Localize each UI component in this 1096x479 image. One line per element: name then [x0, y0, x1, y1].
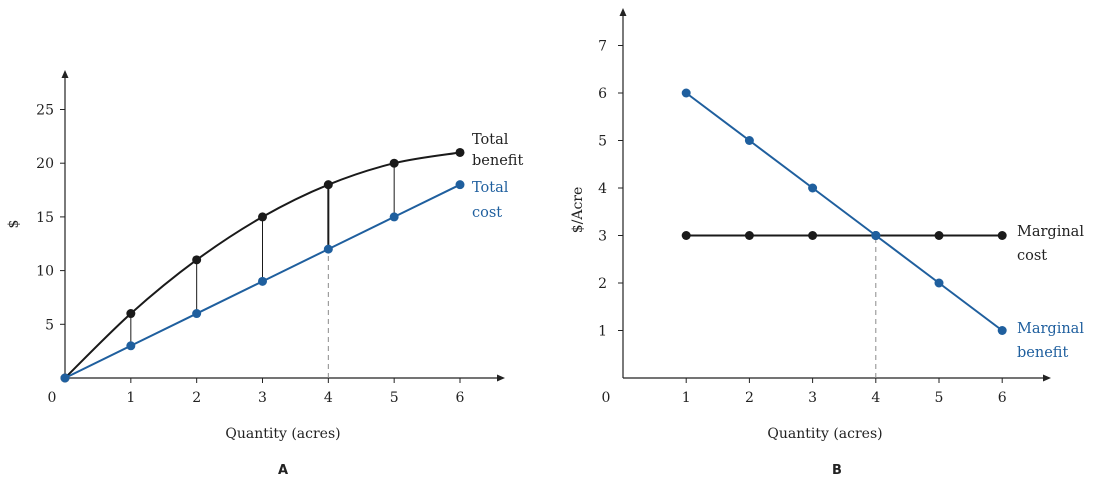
y-tick-label: 10: [36, 264, 54, 280]
data-point: [258, 212, 267, 222]
y-tick-label: 15: [36, 210, 54, 226]
x-axis-arrow: [497, 374, 505, 382]
y-tick-label: 4: [598, 181, 607, 197]
data-point: [934, 231, 944, 240]
data-point: [455, 180, 465, 190]
x-tick-label: 2: [192, 390, 201, 406]
series-label: cost: [472, 205, 502, 221]
y-axis-title: $/Acre: [570, 187, 586, 234]
data-point: [323, 244, 333, 254]
x-tick-label: 4: [871, 390, 880, 406]
x-axis-title: Quantity (acres): [225, 426, 340, 442]
data-point: [389, 158, 399, 168]
data-point: [808, 231, 818, 240]
y-tick-label: 25: [36, 103, 54, 119]
data-point: [126, 341, 136, 351]
data-point: [934, 278, 944, 288]
axes: 1 2 3 4 5 6 5 10 15 20 25 0: [36, 70, 505, 406]
x-tick-label: 3: [808, 390, 817, 406]
data-point: [192, 309, 202, 319]
y-tick-label: 6: [598, 86, 607, 102]
series-label: Marginal: [1017, 321, 1084, 337]
y-axis-arrow: [61, 70, 69, 78]
data-point: [997, 326, 1007, 335]
series-line: [685, 92, 1003, 332]
x-axis-arrow: [1043, 374, 1051, 382]
panel-a: 1 2 3 4 5 6 5 10 15 20 25 0 Quantity (acres) $ Total be…: [6, 70, 523, 478]
y-tick-label: 20: [36, 156, 54, 172]
x-axis-title: Quantity (acres): [767, 426, 882, 442]
x-tick-label: 1: [126, 390, 135, 406]
series-label: benefit: [472, 153, 523, 169]
benefit-cost-gaps: [130, 163, 395, 346]
data-point: [192, 255, 202, 265]
x-tick-label: 3: [258, 390, 267, 406]
x-tick-label: 4: [324, 390, 333, 406]
y-tick-label: 7: [598, 39, 607, 55]
data-point: [389, 212, 399, 222]
series-label: Total: [472, 180, 509, 196]
origin-label: 0: [602, 390, 611, 406]
data-point: [455, 147, 465, 157]
data-point: [997, 231, 1007, 240]
y-axis-arrow: [619, 8, 627, 16]
y-axis-title: $: [6, 220, 22, 229]
data-point: [323, 180, 333, 190]
series-total-cost: Total cost: [60, 180, 509, 383]
data-point: [60, 373, 70, 383]
data-point: [258, 276, 267, 286]
data-point: [126, 309, 136, 319]
series-total-benefit: Total benefit: [60, 132, 523, 383]
data-point: [744, 136, 754, 145]
series-marginal-cost: Marginal cost: [681, 224, 1084, 264]
y-tick-label: 2: [598, 276, 607, 292]
intersection-point: [871, 231, 881, 240]
series-label: cost: [1017, 248, 1047, 264]
panel-b: 1 2 3 4 5 6 1 2 3 4 5 6 7 0 Quantity (acres) $/Acre Marg…: [570, 8, 1084, 478]
x-tick-label: 5: [935, 390, 944, 406]
data-point: [808, 183, 818, 193]
y-tick-label: 5: [45, 317, 54, 333]
y-tick-label: 5: [598, 134, 607, 150]
panel-label: A: [278, 463, 288, 478]
data-point: [681, 88, 691, 98]
x-tick-label: 6: [998, 390, 1007, 406]
x-tick-label: 6: [456, 390, 465, 406]
y-tick-label: 3: [598, 229, 607, 245]
origin-label: 0: [48, 390, 57, 406]
series-label: Total: [472, 132, 509, 148]
y-tick-label: 1: [598, 324, 607, 340]
panel-label: B: [832, 463, 842, 478]
data-point: [744, 231, 754, 240]
x-tick-label: 2: [745, 390, 754, 406]
x-tick-label: 5: [390, 390, 399, 406]
data-point: [681, 231, 691, 240]
series-label: benefit: [1017, 345, 1068, 361]
axes: 1 2 3 4 5 6 1 2 3 4 5 6 7 0: [598, 8, 1051, 406]
x-tick-label: 1: [682, 390, 691, 406]
series-label: Marginal: [1017, 224, 1084, 240]
